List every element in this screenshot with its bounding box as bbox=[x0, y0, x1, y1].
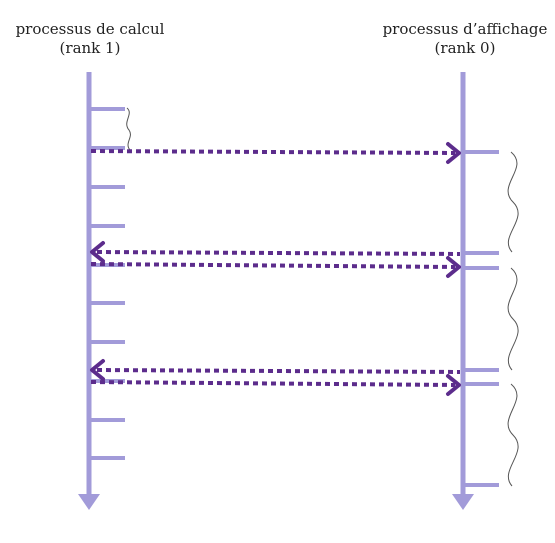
right-process-rank: (rank 0) bbox=[434, 39, 496, 57]
left-process-label: processus de calcul (rank 1) bbox=[0, 20, 180, 58]
right-process-name: processus d’affichage bbox=[382, 20, 548, 38]
right-display-brace bbox=[507, 151, 519, 253]
message-arrow-left bbox=[90, 241, 461, 263]
right-timeline bbox=[452, 72, 519, 510]
right-display-braces bbox=[507, 151, 519, 487]
message-arrowhead bbox=[90, 241, 105, 263]
right-process-label: processus d’affichage (rank 0) bbox=[375, 20, 555, 58]
message-arrow-right bbox=[90, 142, 461, 164]
message-arrow-left bbox=[90, 359, 461, 381]
messages bbox=[90, 142, 461, 396]
message-arrowhead bbox=[446, 374, 461, 396]
left-process-name: processus de calcul bbox=[15, 20, 165, 38]
message-arrowhead bbox=[90, 359, 105, 381]
message-line bbox=[90, 149, 456, 155]
message-arrow-right bbox=[90, 256, 461, 278]
message-arrowhead bbox=[446, 142, 461, 164]
message-arrow-right bbox=[90, 374, 461, 396]
right-ticks bbox=[463, 150, 499, 487]
right-timeline-arrowhead bbox=[452, 494, 474, 510]
left-ticks bbox=[89, 107, 125, 460]
message-line bbox=[96, 368, 461, 374]
message-arrowhead bbox=[446, 256, 461, 278]
left-timeline bbox=[78, 72, 131, 510]
message-line bbox=[96, 250, 461, 256]
left-timeline-arrowhead bbox=[78, 494, 100, 510]
message-line bbox=[90, 380, 456, 387]
left-process-rank: (rank 1) bbox=[59, 39, 121, 57]
left-compute-brace bbox=[126, 107, 131, 151]
message-line bbox=[90, 262, 456, 269]
right-display-brace bbox=[507, 383, 519, 487]
right-display-brace bbox=[507, 267, 519, 371]
